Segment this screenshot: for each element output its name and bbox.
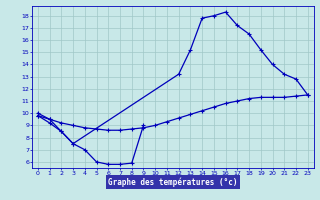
X-axis label: Graphe des températures (°c): Graphe des températures (°c): [108, 177, 237, 187]
